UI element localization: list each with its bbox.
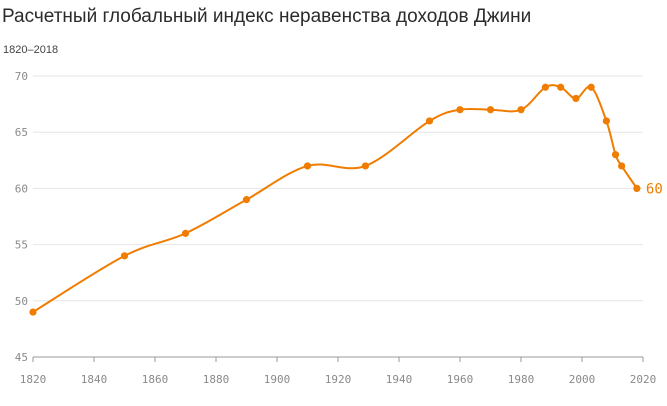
x-tick-label: 1900 — [264, 373, 291, 386]
x-tick-label: 1960 — [447, 373, 474, 386]
x-tick-label: 1820 — [20, 373, 47, 386]
data-point — [29, 308, 37, 316]
data-point — [456, 106, 464, 114]
data-point — [587, 83, 595, 91]
data-point — [517, 106, 525, 114]
data-point — [541, 83, 550, 91]
x-tick-label: 1980 — [508, 373, 535, 386]
x-tick-label: 1880 — [203, 373, 230, 386]
chart-title: Расчетный глобальный индекс неравенства … — [2, 6, 532, 27]
data-point — [425, 117, 434, 125]
data-point — [303, 162, 312, 170]
end-value-label: 60 — [646, 181, 663, 197]
data-point — [611, 151, 620, 159]
data-point — [361, 162, 370, 170]
x-tick-label: 1940 — [386, 373, 413, 386]
x-tick-label: 1920 — [325, 373, 352, 386]
chart-subtitle: 1820–2018 — [3, 44, 59, 56]
data-point — [572, 94, 580, 103]
data-point — [242, 196, 251, 204]
y-tick-label: 45 — [15, 351, 28, 364]
data-point — [618, 162, 626, 170]
y-tick-label: 70 — [15, 70, 28, 83]
y-tick-label: 60 — [15, 182, 28, 195]
y-tick-label: 55 — [15, 239, 28, 252]
y-tick-label: 50 — [15, 295, 28, 308]
x-tick-label: 1860 — [142, 373, 169, 386]
series-line — [32, 84, 638, 313]
data-point — [557, 83, 565, 91]
data-point — [633, 184, 641, 192]
data-point — [120, 252, 129, 260]
y-tick-label: 65 — [15, 126, 28, 139]
data-point — [602, 117, 611, 125]
x-tick-label: 2020 — [630, 373, 657, 386]
data-point — [181, 229, 190, 237]
x-tick-label: 1840 — [81, 373, 108, 386]
x-tick-label: 2000 — [569, 373, 596, 386]
data-point — [486, 106, 495, 114]
